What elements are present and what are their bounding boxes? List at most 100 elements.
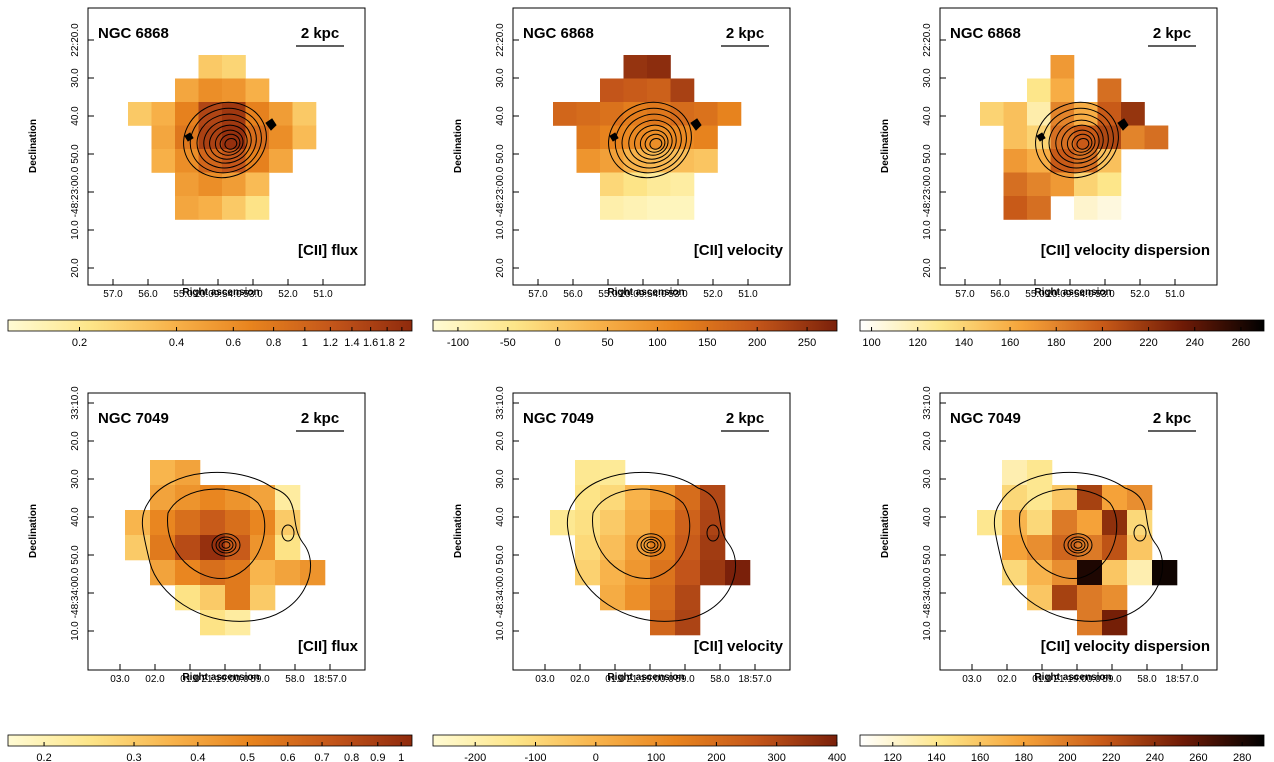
pixel [977, 510, 1003, 536]
galaxy-name: NGC 6868 [523, 25, 594, 42]
y-tick-label: 40.0 [495, 507, 506, 527]
y-tick-label: 10.0 [922, 621, 933, 641]
x-tick-label: 03.0 [110, 674, 130, 685]
colorbar-tick-label: -100 [524, 752, 546, 762]
pixel [175, 585, 201, 611]
colorbar-tick-label: 0.7 [314, 752, 329, 762]
pixel [198, 196, 223, 220]
pixel [275, 535, 301, 561]
pixel [650, 485, 676, 511]
map-label: [CII] velocity dispersion [1041, 242, 1210, 259]
pixel [650, 610, 676, 636]
pixel [1050, 78, 1075, 103]
colorbar-tick-label: 260 [1232, 337, 1250, 349]
pixel [700, 510, 726, 536]
y-axis-label: Declination [28, 119, 39, 173]
x-tick-label: 18:57.0 [1165, 674, 1199, 685]
pixel [151, 102, 176, 126]
pixel [625, 560, 651, 586]
colorbar-tick-label: 0.3 [126, 752, 141, 762]
map-label: [CII] flux [298, 242, 359, 259]
contour [706, 524, 720, 542]
x-tick-label: 58.0 [1137, 674, 1157, 685]
pixel [625, 510, 651, 536]
pixel [1097, 172, 1122, 197]
x-tick-label: 59.0 [1102, 674, 1122, 685]
x-axis-label: Right ascension [182, 672, 259, 683]
colorbar-tick-label: 140 [955, 337, 973, 349]
pixel [1003, 172, 1028, 197]
x-axis-label: Right ascension [182, 287, 259, 298]
contour [636, 533, 666, 557]
y-tick-label: 33:10.0 [70, 386, 81, 420]
contours [993, 471, 1164, 622]
contour [643, 538, 659, 552]
pixel [575, 485, 601, 511]
contour [203, 119, 252, 164]
pixel [151, 149, 176, 173]
pixel [575, 560, 601, 586]
colorbar-tick-label: 1 [398, 752, 404, 762]
pixel [175, 485, 201, 511]
pixel [1077, 560, 1103, 586]
y-tick-label: 30.0 [922, 469, 933, 489]
colorbar-tick-label: 0.2 [36, 752, 51, 762]
colorbar-tick-label: 180 [1047, 337, 1065, 349]
scale-bar-label: 2 kpc [301, 410, 339, 427]
pixel [553, 102, 577, 126]
pixel [1027, 149, 1051, 173]
x-tick-label: 21:19:00.0 [201, 674, 249, 685]
pixel [198, 102, 223, 126]
pixel [150, 510, 176, 536]
y-tick-label: 20.0 [922, 258, 933, 278]
contour [189, 107, 262, 174]
galaxy-name: NGC 7049 [523, 410, 594, 427]
galaxy-name: NGC 6868 [98, 25, 169, 42]
colorbar-tick-label: 200 [1093, 337, 1111, 349]
pixel [200, 560, 226, 586]
plot-frame [87, 392, 366, 671]
contour [646, 541, 656, 549]
y-tick-label: -48:34:00.0 [495, 567, 506, 618]
contour [634, 124, 673, 160]
pixel [1050, 102, 1075, 126]
y-axis-label: Declination [453, 119, 464, 173]
pixel [292, 125, 317, 150]
contour [141, 471, 312, 622]
pixel [600, 535, 626, 561]
x-tick-label: 53.0 [668, 289, 688, 300]
contour [609, 118, 702, 142]
x-tick-label: 02.0 [997, 674, 1017, 685]
pixel [125, 510, 151, 536]
pixel [175, 535, 201, 561]
colorbar-tick-label: 120 [884, 752, 902, 762]
pixel [670, 172, 695, 197]
pixel [175, 460, 201, 486]
y-tick-label: 33:10.0 [922, 386, 933, 420]
x-tick-label: 51.0 [313, 289, 333, 300]
contour [640, 536, 662, 554]
x-tick-label: 53.0 [1095, 289, 1115, 300]
x-tick-label: 55.0 [1025, 289, 1045, 300]
plot-frame [512, 392, 791, 671]
plot-frame [87, 7, 366, 286]
plot-frame [512, 7, 791, 286]
pixel [1102, 610, 1128, 636]
pixel [576, 125, 601, 150]
colorbar [432, 734, 838, 747]
pixel [250, 585, 276, 611]
pixel [576, 102, 601, 126]
pixel [550, 510, 576, 536]
colorbar-tick-label: 100 [862, 337, 880, 349]
x-tick-label: 18:57.0 [313, 674, 347, 685]
y-tick-label: 40.0 [922, 106, 933, 126]
contour [196, 113, 257, 169]
y-tick-label: 20.0 [70, 431, 81, 451]
colorbar-tick-label: 260 [1189, 752, 1207, 762]
colorbar-tick-label: 240 [1186, 337, 1204, 349]
pixel [225, 485, 251, 511]
contour [1061, 124, 1100, 160]
pixel [647, 55, 671, 79]
contour [592, 488, 691, 580]
